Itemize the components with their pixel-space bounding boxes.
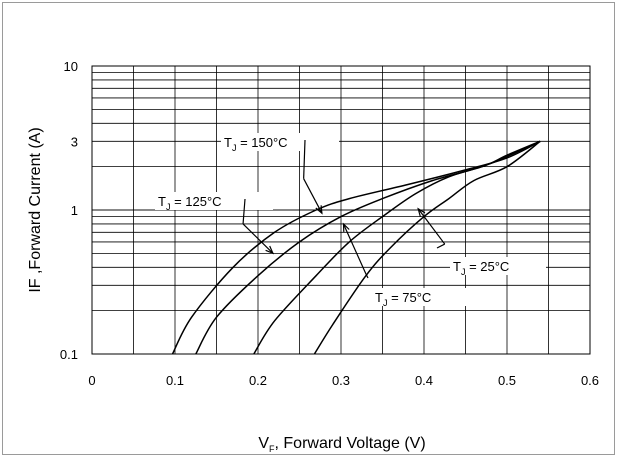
x-tick-label: 0.2 — [249, 373, 267, 388]
arrowhead-t125 — [265, 245, 275, 255]
curve-t75 — [253, 140, 541, 355]
curve-t25 — [313, 140, 541, 355]
tick-labels: 0 0.1 0.2 0.3 0.4 0.5 0.6 10 3 1 0.1 — [60, 59, 599, 388]
x-tick-label: 0 — [88, 373, 95, 388]
label-t75: TJ = 75°C — [375, 290, 431, 308]
label-t125: TJ = 125°C — [158, 194, 222, 212]
curves — [171, 140, 541, 355]
y-tick-label: 3 — [71, 134, 78, 149]
y-tick-label: 10 — [64, 59, 78, 74]
x-tick-label: 0.1 — [166, 373, 184, 388]
label-bg-t125 — [155, 192, 273, 210]
leader-t75 — [365, 273, 369, 279]
arrowhead-t75 — [342, 222, 350, 232]
x-axis-title: VF, Forward Voltage (V) — [258, 435, 425, 454]
x-tick-label: 0.6 — [581, 373, 599, 388]
label-bg-t75 — [372, 288, 468, 306]
arrowhead-t25 — [417, 207, 426, 217]
label-bg-t25 — [450, 257, 546, 275]
x-tick-label: 0.4 — [415, 373, 433, 388]
label-t25: TJ = 25°C — [453, 259, 509, 277]
leader-t125 — [242, 198, 246, 225]
pointer-t25 — [417, 208, 446, 245]
y-tick-label: 0.1 — [60, 347, 78, 362]
y-axis-title: IF ,Forward Current (A) — [27, 127, 44, 292]
pointer-t150 — [303, 178, 323, 214]
y-tick-label: 1 — [71, 203, 78, 218]
pointer-t75 — [342, 223, 367, 275]
label-bg-t150 — [221, 133, 339, 151]
curve-t150 — [171, 140, 541, 355]
arrowhead-t150 — [315, 205, 323, 215]
x-tick-label: 0.5 — [498, 373, 516, 388]
pointer-t125 — [242, 223, 274, 254]
leader-t25 — [436, 243, 446, 249]
x-tick-label: 0.3 — [332, 373, 350, 388]
annotations: TJ = 150°C TJ = 125°C TJ = 75°C TJ = 25°C — [155, 133, 546, 308]
chart-frame — [2, 2, 615, 455]
curve-t125 — [195, 140, 541, 355]
leader-t150 — [303, 139, 306, 179]
label-t150: TJ = 150°C — [224, 135, 288, 153]
